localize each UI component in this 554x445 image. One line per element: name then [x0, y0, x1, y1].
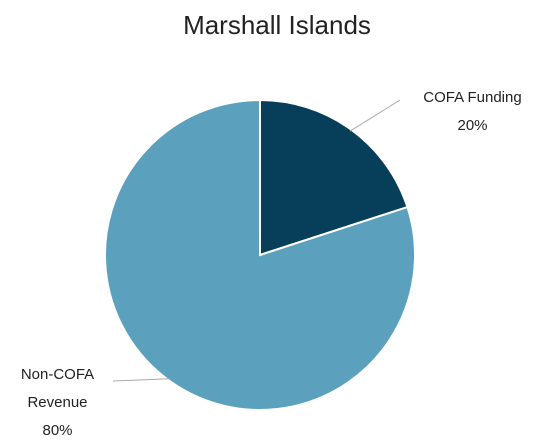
slice-label: Non-COFA Revenue: [20, 366, 95, 411]
leader-line: [349, 99, 401, 132]
pie-slice: [104, 98, 416, 411]
slice-value-label: 80%: [42, 422, 73, 439]
slice-value-label: 20%: [457, 117, 488, 134]
chart-title: Marshall Islands: [183, 10, 371, 40]
pie-slice: [259, 98, 409, 257]
leader-line: [112, 378, 171, 382]
slice-label: COFA Funding: [423, 89, 522, 106]
